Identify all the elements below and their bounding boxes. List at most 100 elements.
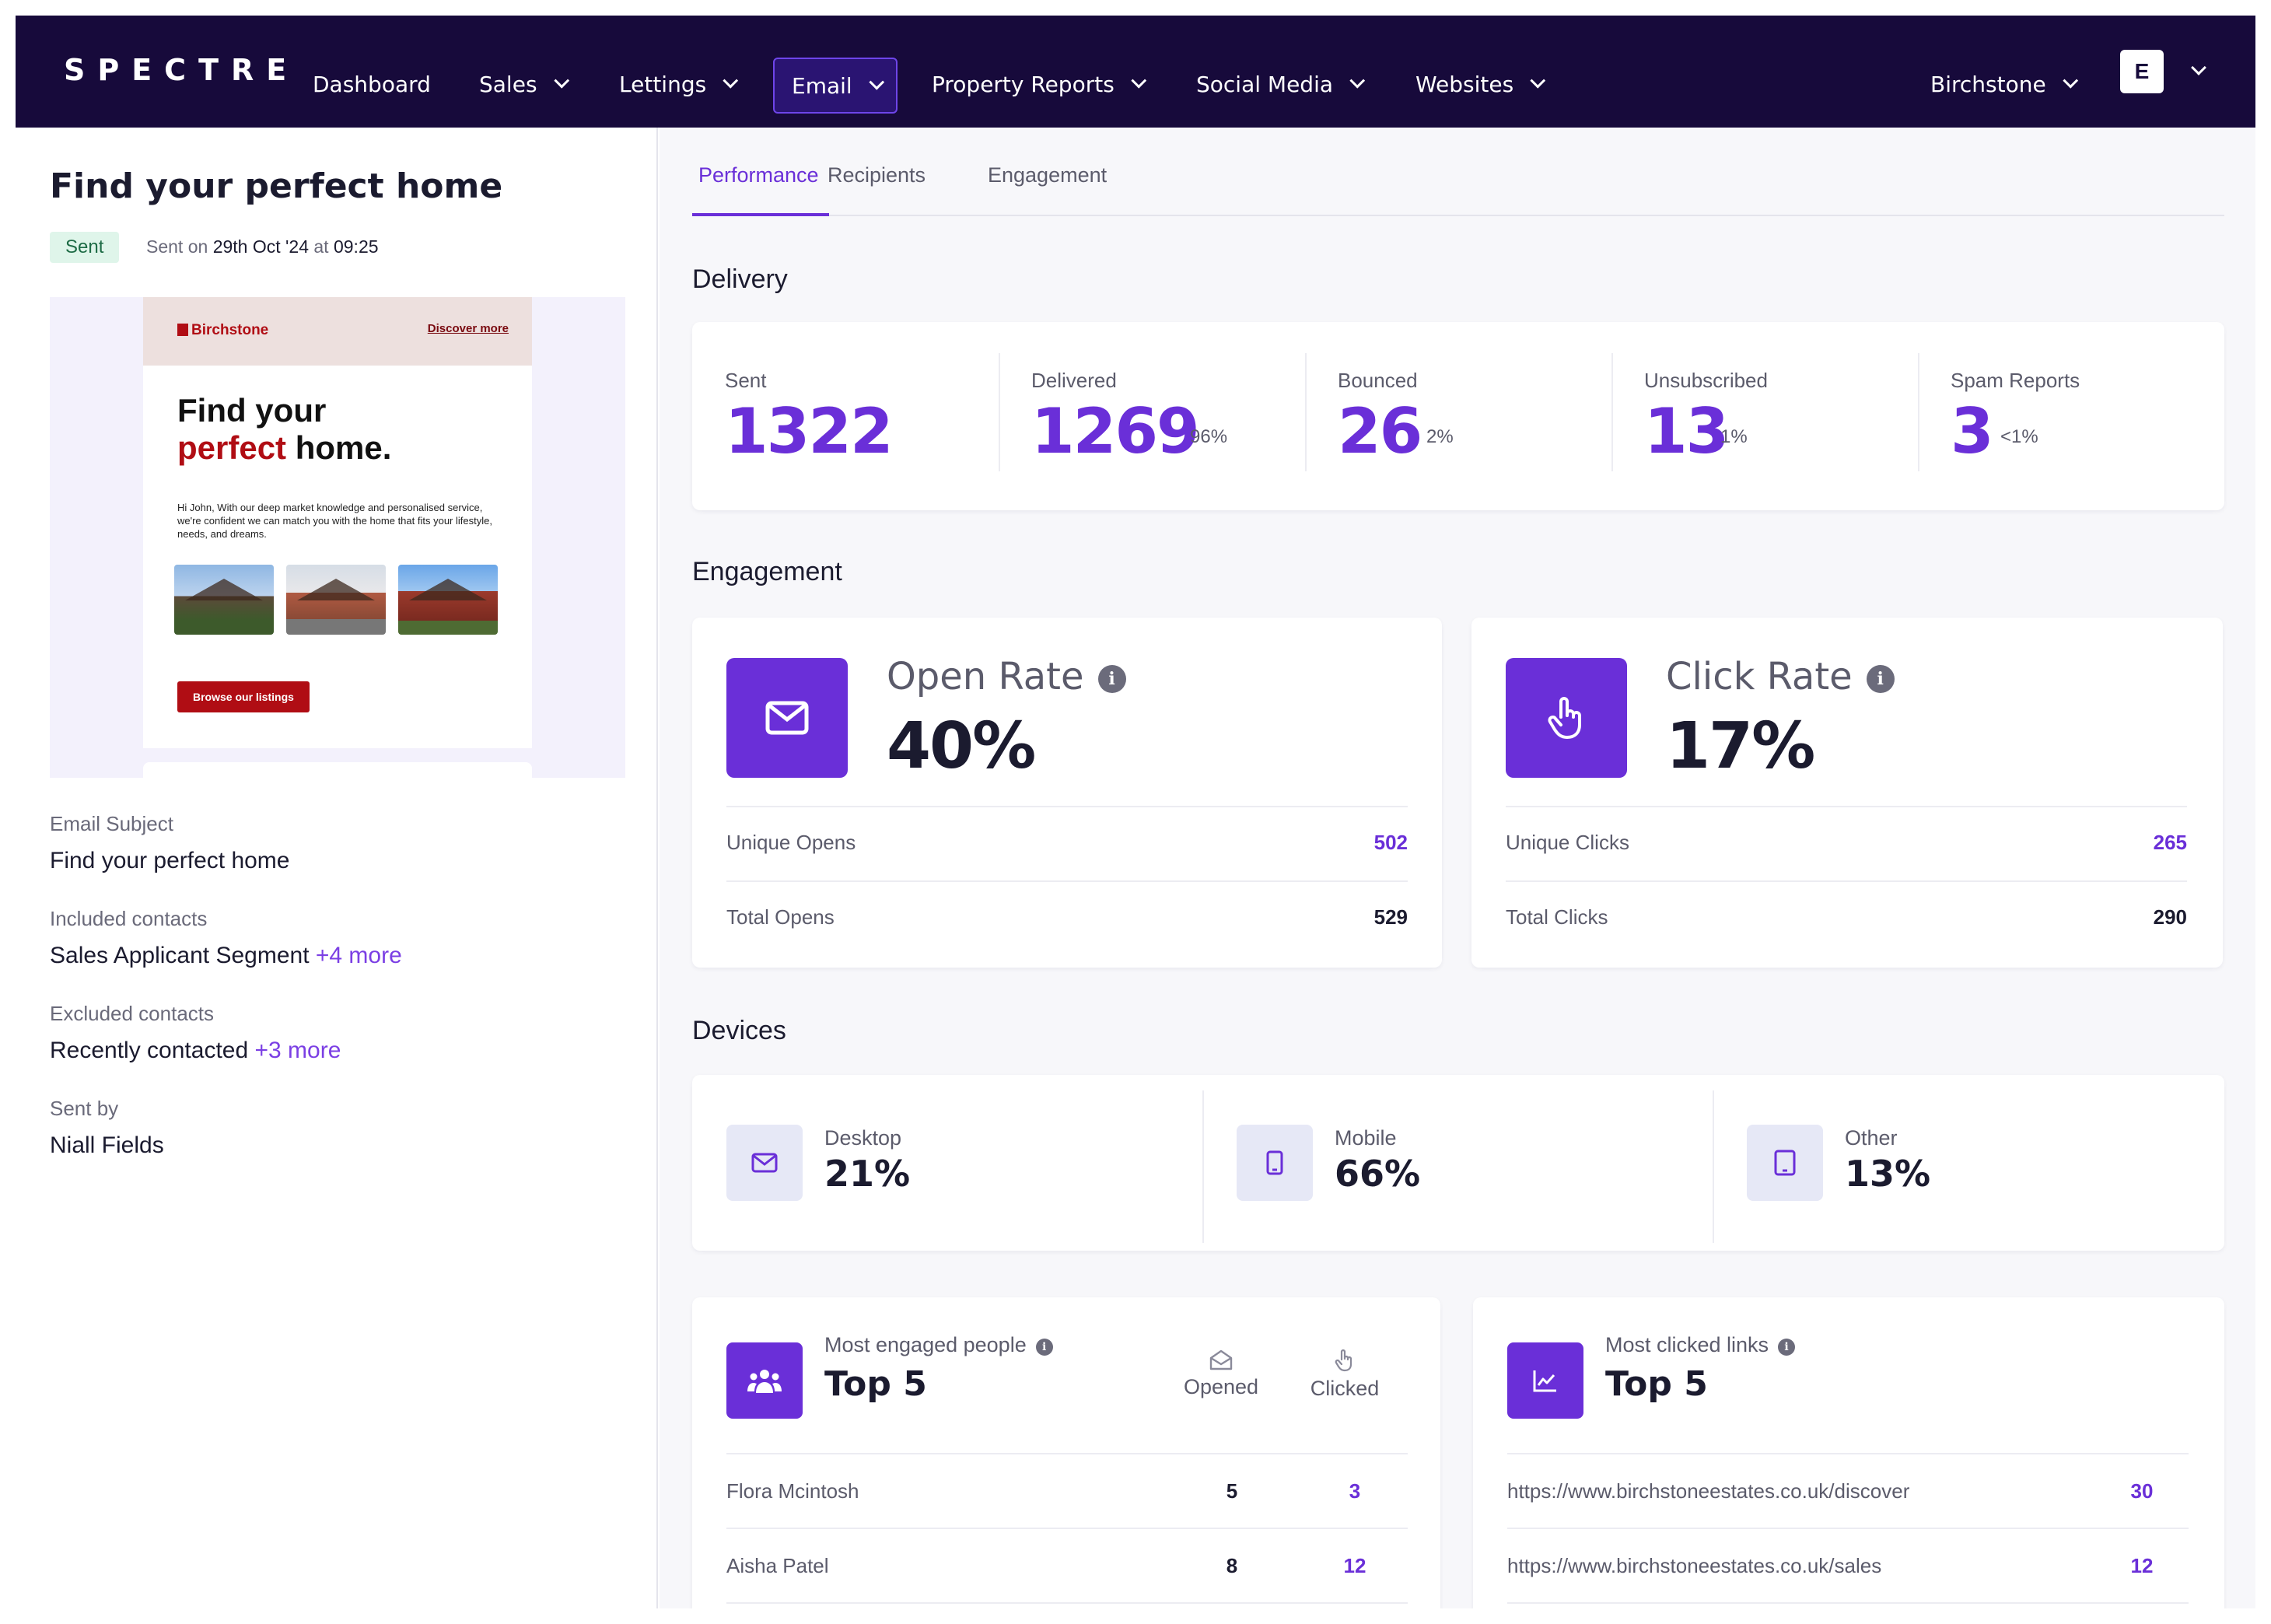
divider: [1305, 353, 1307, 471]
unique-opens-label: Unique Opens: [726, 831, 856, 854]
included-contacts-value: Sales Applicant Segment +4 more: [50, 943, 402, 969]
clicked-column-label: Clicked: [1310, 1377, 1380, 1400]
open-rate-label: Open Rate: [887, 655, 1084, 698]
sent-prefix: Sent on: [146, 236, 208, 257]
info-icon[interactable]: i: [1866, 665, 1895, 693]
campaign-sidebar: Find your perfect home Sent Sent on 29th…: [16, 128, 658, 1608]
included-more-link[interactable]: +4 more: [315, 943, 402, 968]
nav-email[interactable]: Email: [773, 58, 898, 114]
excluded-segment: Recently contacted: [50, 1038, 249, 1063]
device-other: Other 13%: [1713, 1075, 2223, 1251]
user-avatar[interactable]: E: [2120, 50, 2164, 93]
delivery-stat-spam: Spam Reports 3 <1%: [1918, 322, 2224, 510]
chevron-down-icon: [723, 72, 739, 89]
email-subject-label: Email Subject: [50, 812, 173, 835]
spectre-logo[interactable]: SPECTRE: [64, 53, 299, 87]
devices-section-title: Devices: [692, 1016, 786, 1045]
person-name: Aisha Patel: [726, 1554, 829, 1577]
table-row[interactable]: Aisha Patel 8 12: [726, 1528, 1408, 1602]
table-row-divider: [1507, 1602, 2189, 1608]
clicked-column-header: Clicked: [1302, 1349, 1387, 1401]
sent-time: 09:25: [333, 236, 379, 257]
headline-red-word: perfect: [177, 429, 287, 466]
sent-at: at: [313, 236, 329, 257]
chevron-down-icon: [1530, 72, 1546, 89]
excluded-more-link[interactable]: +3 more: [254, 1038, 341, 1063]
email-preview-images: [174, 565, 498, 635]
email-preview-body: Hi John, With our deep market knowledge …: [177, 502, 492, 540]
chevron-down-icon[interactable]: [2191, 60, 2206, 75]
tab-performance[interactable]: Performance: [698, 163, 819, 187]
sent-by-value: Niall Fields: [50, 1132, 164, 1158]
account-switcher[interactable]: Birchstone: [1930, 56, 2078, 112]
open-rate-title: Open Rate i: [887, 655, 1126, 698]
open-rate-card: Open Rate i 40% Unique Opens 502 Total Op…: [692, 618, 1442, 968]
devices-card: Desktop 21% Mobile 66% Other 13%: [692, 1075, 2224, 1251]
delivery-stat-bounced: Bounced 26 2%: [1305, 322, 1611, 510]
table-row[interactable]: https://www.birchstoneestates.co.uk/sale…: [1507, 1528, 2189, 1602]
table-row[interactable]: Flora Mcintosh 5 3: [726, 1453, 1408, 1528]
stat-value: 13: [1644, 395, 1729, 467]
clicked-count: 12: [1343, 1554, 1366, 1577]
included-segment: Sales Applicant Segment: [50, 943, 310, 968]
unique-clicks-row: Unique Clicks 265: [1506, 806, 2187, 880]
stat-label: Unsubscribed: [1644, 369, 1768, 392]
nav-dashboard-label: Dashboard: [313, 71, 431, 97]
nav-property-reports[interactable]: Property Reports: [932, 56, 1146, 112]
delivery-card: Sent 1322 Delivered 1269 96% Bounced 26 …: [692, 322, 2224, 510]
report-tabs: Performance Recipients Engagement: [692, 128, 2224, 216]
info-icon[interactable]: i: [1035, 1339, 1053, 1356]
link-url: https://www.birchstoneestates.co.uk/disc…: [1507, 1479, 1910, 1503]
email-preview[interactable]: Birchstone Discover more Find your perfe…: [50, 297, 625, 778]
stat-percentage: 96%: [1190, 426, 1228, 447]
click-rate-card: Click Rate i 17% Unique Clicks 265 Total …: [1471, 618, 2223, 968]
tab-engagement[interactable]: Engagement: [988, 163, 1108, 187]
nav-lettings[interactable]: Lettings: [619, 56, 739, 112]
email-preview-header: Birchstone Discover more: [143, 297, 532, 366]
stat-label: Spam Reports: [1951, 369, 2080, 392]
account-name: Birchstone: [1930, 71, 2046, 97]
total-clicks-label: Total Clicks: [1506, 905, 1608, 929]
excluded-contacts-value: Recently contacted +3 more: [50, 1038, 341, 1064]
person-name: Flora Mcintosh: [726, 1479, 859, 1503]
email-subject-value: Find your perfect home: [50, 848, 290, 873]
nav-email-label: Email: [792, 72, 852, 99]
status-badge: Sent: [50, 232, 120, 263]
link-url: https://www.birchstoneestates.co.uk/sale…: [1507, 1554, 1882, 1577]
stat-percentage: 2%: [1426, 426, 1454, 447]
most-clicked-subtitle: Most clicked links i: [1605, 1333, 1796, 1357]
device-label: Desktop: [824, 1126, 902, 1150]
house-photo: [286, 565, 386, 635]
users-icon: [726, 1342, 803, 1419]
most-engaged-card: Most engaged people i Top 5 Opened Clicke…: [692, 1297, 1440, 1608]
chevron-down-icon: [553, 72, 569, 89]
most-clicked-title: Top 5: [1605, 1364, 1708, 1404]
unique-opens-row: Unique Opens 502: [726, 806, 1408, 880]
nav-dashboard[interactable]: Dashboard: [313, 56, 431, 112]
top-navigation: SPECTRE Dashboard Sales Lettings Email P…: [16, 16, 2255, 128]
opened-column-label: Opened: [1183, 1375, 1259, 1398]
performance-panel: Performance Recipients Engagement Delive…: [660, 128, 2255, 1608]
most-engaged-subtitle: Most engaged people i: [824, 1333, 1053, 1357]
stat-value: 3: [1951, 395, 1994, 467]
tablet-icon: [1747, 1125, 1823, 1201]
nav-social-media[interactable]: Social Media: [1196, 56, 1366, 112]
info-icon[interactable]: i: [1097, 665, 1126, 693]
sent-date: 29th Oct '24: [212, 236, 309, 257]
stat-value: 1269: [1031, 395, 1200, 467]
campaign-title: Find your perfect home: [50, 166, 503, 206]
nav-websites[interactable]: Websites: [1415, 56, 1546, 112]
device-value: 13%: [1845, 1153, 1931, 1195]
headline-line-2: home.: [295, 429, 392, 466]
tab-recipients[interactable]: Recipients: [828, 163, 926, 187]
nav-sales[interactable]: Sales: [479, 56, 569, 112]
most-engaged-label: Most engaged people: [824, 1333, 1027, 1356]
most-engaged-title: Top 5: [824, 1364, 927, 1404]
unique-clicks-value: 265: [2153, 831, 2187, 854]
table-row[interactable]: https://www.birchstoneestates.co.uk/disc…: [1507, 1453, 2189, 1528]
info-icon[interactable]: i: [1778, 1339, 1796, 1356]
nav-websites-label: Websites: [1415, 71, 1514, 97]
open-rate-value: 40%: [887, 709, 1036, 783]
click-rate-label: Click Rate: [1666, 655, 1853, 698]
device-value: 66%: [1335, 1153, 1421, 1195]
